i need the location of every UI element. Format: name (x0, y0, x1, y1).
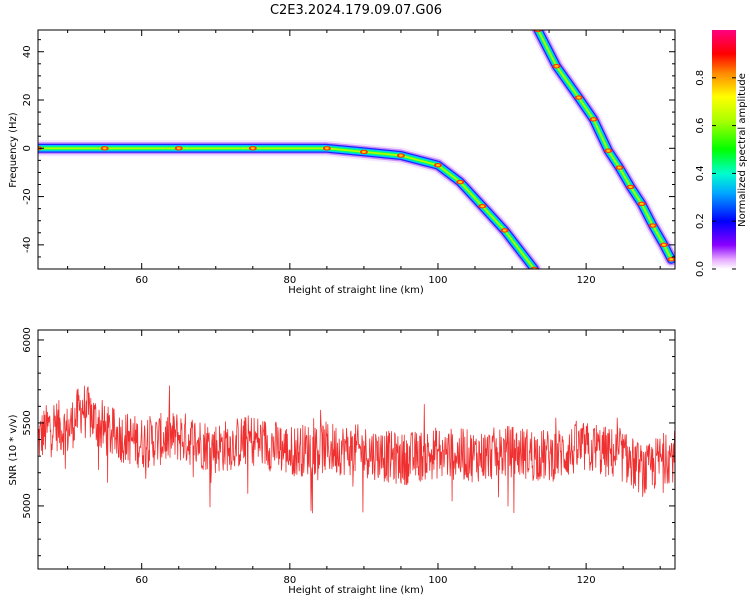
spectrogram-x-tick-label: 60 (135, 275, 148, 286)
spectrogram-trace-2-hotspot-core (617, 166, 622, 169)
spectrogram-trace-1-hotspot-core (361, 150, 366, 154)
spectrogram-x-label: Height of straight line (km) (288, 285, 424, 296)
spectrogram-x-tick-label: 120 (577, 275, 596, 286)
spectrogram-y-tick-label: 20 (22, 94, 33, 107)
spectrogram-x-tick-label: 80 (283, 275, 296, 286)
spectrogram-frame (37, 29, 676, 270)
figure-title: C2E3.2024.179.09.07.G06 (270, 3, 442, 18)
snr-y-label: SNR (10 * v/v) (8, 414, 19, 485)
spectrogram-trace-1-hotspot-core (458, 180, 463, 184)
snr-x-label: Height of straight line (km) (288, 585, 424, 596)
spectrogram-trace-2-hotspot-core (628, 185, 633, 189)
spectrogram-trace-1-hotspot-core (102, 147, 107, 150)
colorbar-tick-label: 0.4 (695, 165, 706, 181)
snr-series-line (38, 385, 675, 514)
snr-series (38, 385, 675, 514)
spectrogram-y-label: Frequency (Hz) (8, 112, 19, 188)
snr-x-tick-label: 80 (283, 575, 296, 586)
snr-y-tick-label: 5500 (22, 410, 33, 435)
spectrogram-trace-2-hotspot-core (639, 202, 644, 206)
spectrogram-traces (38, 30, 675, 269)
colorbar-gradient (712, 30, 736, 269)
spectrogram-y-tick-label: -20 (22, 188, 33, 204)
spectrogram-trace-1-hotspot-core (250, 147, 255, 150)
spectrogram-trace-2-hotspot-core (591, 118, 596, 121)
snr-x-tick-label: 60 (135, 575, 148, 586)
spectrogram-trace-2-hotspot-core (606, 149, 611, 152)
snr-frame (37, 329, 676, 570)
spectrogram-x-tick-label: 100 (428, 275, 447, 286)
spectrogram-trace-1-hotspot-core (324, 147, 329, 150)
spectrogram-trace-1-hotspot-core (502, 229, 507, 232)
spectrogram-trace-1-hotspot-core (480, 205, 485, 208)
spectrogram-trace-2-hotspot-core (650, 224, 655, 227)
colorbar: 0.0 0.2 0.4 0.6 0.8 Normalized spectral ampl… (695, 30, 748, 277)
spectrogram-trace-1-hotspot-core (176, 147, 181, 150)
colorbar-label: Normalized spectral amplitude (737, 73, 748, 227)
snr-y-tick-label: 5000 (22, 493, 33, 518)
spectrogram-y-tick-label: 40 (22, 45, 33, 58)
colorbar-tick-label: 0.8 (695, 70, 706, 86)
spectrogram-trace-1-hotspot-core (398, 154, 403, 157)
spectrogram-y-tick-label: -40 (22, 237, 33, 253)
snr-panel: 60 80 100 120 5000 5500 6000 Height of straig… (8, 327, 676, 596)
colorbar-tick-label: 0.2 (695, 213, 706, 229)
snr-y-tick-label: 6000 (22, 327, 33, 352)
spectrogram-y-tick-label: 0 (22, 145, 33, 151)
snr-x-tick-label: 100 (428, 575, 447, 586)
spectrogram-trace-1-layer-6 (38, 147, 536, 269)
colorbar-tick-label: 0.0 (695, 261, 706, 277)
colorbar-tick-label: 0.6 (695, 118, 706, 134)
spectrogram-trace-2-hotspot-core (669, 258, 674, 261)
spectrogram-panel: 60 80 100 120 -40 -20 0 20 40 Height of straigh… (8, 29, 676, 296)
spectrogram-trace-2-hotspot-core (661, 243, 666, 247)
spectrogram-trace-2-hotspot-core (576, 96, 581, 99)
spectrogram-trace-1-hotspot-core (435, 163, 440, 167)
snr-x-tick-label: 120 (577, 575, 596, 586)
colorbar-ticks: 0.0 0.2 0.4 0.6 0.8 (695, 70, 736, 277)
spectrogram-trace-2-hotspot-core (554, 65, 559, 68)
